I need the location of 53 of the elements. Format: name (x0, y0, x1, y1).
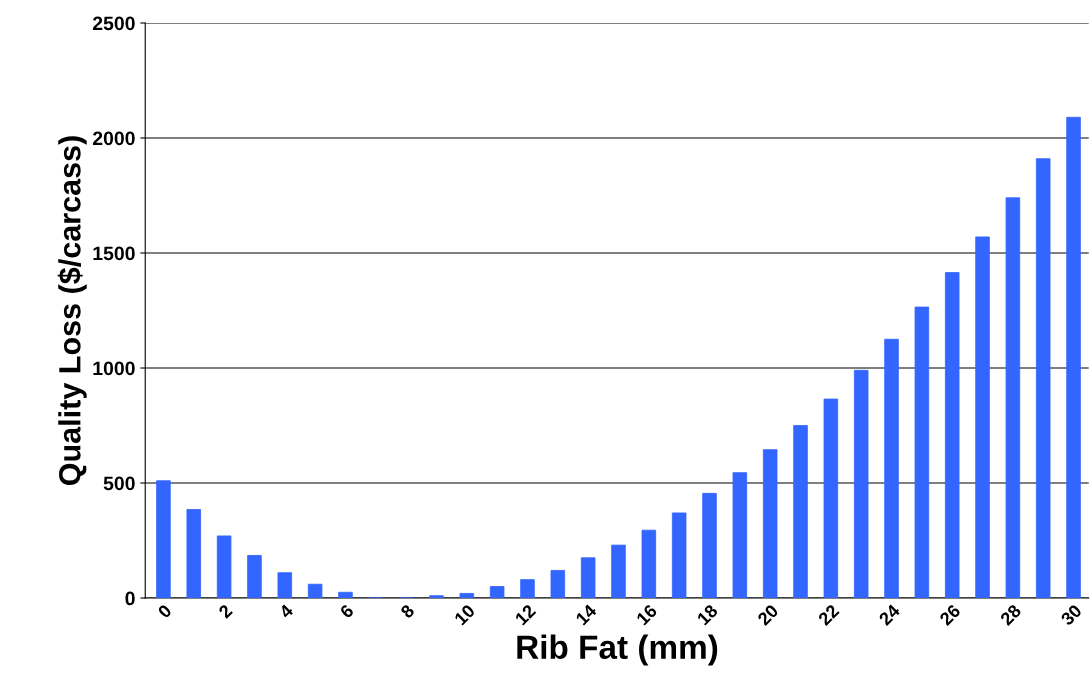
bar (307, 583, 323, 599)
bar (641, 529, 657, 599)
x-tick-label: 10 (453, 603, 476, 626)
bar (580, 557, 596, 599)
x-tick-label: 8 (399, 603, 416, 619)
bar (914, 306, 930, 599)
y-tick-label: 500 (103, 476, 135, 491)
bar (793, 425, 808, 599)
bar (611, 544, 626, 599)
x-tick-label: 12 (514, 603, 537, 626)
y-tick-label: 2000 (92, 131, 135, 146)
bar (156, 480, 171, 599)
bar (671, 512, 687, 599)
x-tick-label: 4 (278, 603, 294, 620)
bar (216, 535, 232, 599)
x-tick-label: 28 (999, 603, 1022, 627)
bar (520, 579, 535, 599)
y-tick-label: 2500 (92, 16, 135, 31)
x-tick-label: 0 (157, 603, 173, 619)
bar (489, 586, 505, 599)
x-tick-label: 20 (756, 603, 780, 627)
y-tick-label: 1500 (93, 246, 135, 261)
bar (338, 591, 353, 599)
bar (277, 572, 293, 599)
bar (459, 593, 475, 599)
x-tick-label: 2 (217, 603, 233, 619)
x-tick-label: 18 (696, 603, 719, 626)
bar (550, 570, 566, 599)
x-tick-label: 16 (635, 603, 658, 626)
bar (732, 472, 748, 599)
bar (884, 338, 899, 599)
x-axis-title: Rib Fat (mm) (517, 634, 718, 666)
bar (1005, 197, 1021, 599)
bar (762, 449, 778, 599)
y-tick-label: 0 (125, 591, 135, 606)
x-tick-label: 30 (1059, 603, 1083, 627)
bar (853, 369, 869, 599)
x-tick-label: 26 (938, 603, 962, 627)
bar (247, 555, 262, 599)
bar (1035, 158, 1051, 599)
bar (1066, 116, 1081, 599)
bar (186, 509, 202, 599)
bar (975, 236, 990, 599)
bar (429, 595, 444, 599)
x-tick-label: 6 (339, 603, 355, 619)
y-tick-label: 1000 (93, 361, 135, 376)
x-tick-label: 14 (575, 603, 598, 626)
x-tick-label: 22 (817, 603, 840, 626)
y-axis-title: Quality Loss ($/carcass) (57, 136, 87, 486)
bar (823, 398, 839, 599)
x-tick-label: 24 (878, 603, 901, 626)
bar (702, 492, 717, 599)
bar (944, 272, 960, 599)
